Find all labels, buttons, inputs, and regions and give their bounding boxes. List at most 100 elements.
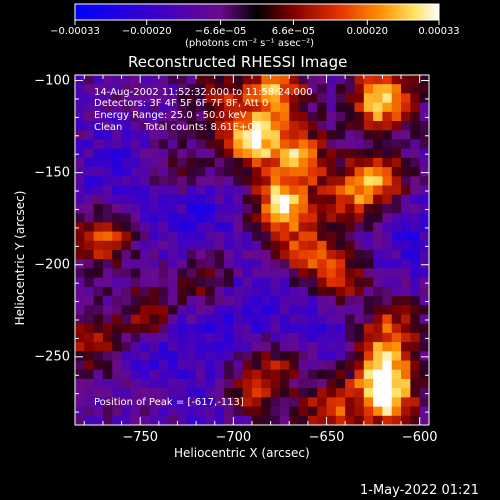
heatmap-cell [317,121,327,131]
heatmap-cell [158,268,169,279]
heatmap-cell [391,75,402,85]
heatmap-cell [121,268,132,279]
heatmap-cell [252,185,262,196]
heatmap-cell [270,148,281,159]
heatmap-cell [214,84,225,94]
heatmap-cell [363,332,374,343]
heatmap-cell [224,397,234,407]
heatmap-cell [410,111,421,122]
heatmap-cell [326,121,337,131]
heatmap-cell [233,213,244,223]
heatmap-cell [270,351,281,361]
heatmap-cell [84,231,95,242]
heatmap-cell [279,305,290,315]
heatmap-cell [261,102,272,113]
heatmap-cell [345,102,355,113]
heatmap-cell [196,314,206,325]
heatmap-cell [391,240,402,251]
heatmap-cell [335,157,346,168]
heatmap-cell [317,388,327,398]
heatmap-cell [130,75,141,85]
heatmap-cell [102,167,113,177]
heatmap-cell [354,75,365,85]
heatmap-cell [410,139,421,150]
heatmap-cell [121,222,132,232]
heatmap-cell [233,305,244,315]
heatmap-cell [205,121,216,131]
heatmap-cell [214,369,225,380]
heatmap-cell [93,84,104,94]
heatmap-cell [112,93,122,104]
heatmap-cell [214,406,225,417]
heatmap-cell [186,406,197,417]
heatmap-cell [382,185,393,196]
heatmap-cell [84,102,95,113]
heatmap-cell [373,369,383,380]
heatmap-cell [214,286,225,297]
heatmap-cell [214,213,225,223]
heatmap-cell [158,360,169,371]
heatmap-cell [345,360,355,371]
heatmap-cell [326,397,337,407]
heatmap-cell [261,176,272,186]
heatmap-cell [345,240,355,251]
heatmap-cell [140,323,150,334]
heatmap-cell [205,351,216,361]
heatmap-cell [224,369,234,380]
heatmap-cell [205,75,216,85]
heatmap-cell [186,194,197,205]
heatmap-cell [326,360,337,371]
heatmap-cell [177,222,188,232]
heatmap-cell [335,397,346,407]
heatmap-cell [130,332,141,343]
heatmap-cell [75,296,85,306]
heatmap-cell [419,148,430,159]
x-tick-label: −650 [308,430,345,445]
heatmap-cell [391,397,402,407]
heatmap-cell [317,277,327,288]
heatmap-cell [335,305,346,315]
annotation-total-counts: Total counts: 8.61E+03 [144,122,261,133]
heatmap-cell [373,342,383,352]
heatmap-cell [317,185,327,196]
heatmap-cell [112,139,122,150]
heatmap-cell [419,240,430,251]
heatmap-cell [196,84,206,94]
heatmap-cell [186,102,197,113]
heatmap-cell [177,75,188,85]
heatmap-cell [298,323,309,334]
heatmap-cell [307,259,318,269]
heatmap-cell [149,332,160,343]
heatmap-cell [93,342,104,352]
heatmap-cell [149,250,160,260]
heatmap-cell [214,314,225,325]
heatmap-cell [279,360,290,371]
heatmap-cell [410,157,421,168]
heatmap-cell [130,240,141,251]
heatmap-cell [140,351,150,361]
heatmap-cell [307,296,318,306]
heatmap-cell [354,406,365,417]
heatmap-cell [242,102,253,113]
heatmap-cell [373,139,383,150]
heatmap-cell [75,222,85,232]
heatmap-cell [186,369,197,380]
heatmap-cell [93,185,104,196]
heatmap-cell [84,314,95,325]
heatmap-cell [177,167,188,177]
heatmap-cell [84,332,95,343]
heatmap-cell [261,213,272,223]
heatmap-cell [279,213,290,223]
heatmap-cell [177,286,188,297]
heatmap-cell [419,93,430,104]
heatmap-cell [335,167,346,177]
heatmap-cell [214,139,225,150]
heatmap-cell [279,167,290,177]
heatmap-cell [84,93,95,104]
heatmap-cell [224,268,234,279]
heatmap-cell [196,121,206,131]
heatmap-cell [130,176,141,186]
heatmap-cell [261,240,272,251]
heatmap-cell [84,305,95,315]
heatmap-cell [270,203,281,214]
